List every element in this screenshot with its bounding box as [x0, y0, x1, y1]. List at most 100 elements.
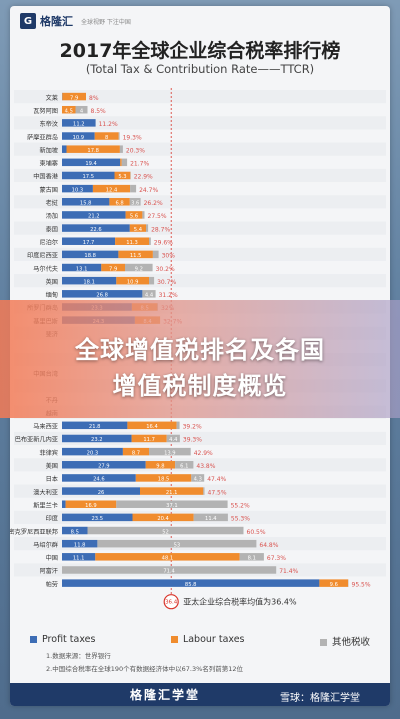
other-bar — [166, 434, 180, 443]
total-label: 29.6% — [154, 239, 173, 246]
labour-bar — [131, 434, 167, 443]
other-bar-value: 6.1 — [180, 464, 188, 470]
profit-bar-value: 21.2 — [88, 214, 100, 220]
category-label: 菲律宾 — [39, 449, 58, 457]
profit-bar-value: 23.2 — [91, 437, 103, 443]
profit-bar — [62, 211, 126, 219]
category-label: 泰国 — [46, 225, 58, 233]
other-bar — [175, 461, 194, 469]
profit-bar-value: 23.5 — [91, 516, 103, 522]
profit-bar-value: 13.1 — [76, 266, 88, 272]
profit-bar-value: 11.1 — [73, 556, 85, 562]
other-bar — [152, 250, 159, 259]
profit-bar — [62, 184, 93, 193]
profit-bar — [62, 421, 128, 430]
other-bar — [176, 421, 180, 430]
other-bar — [149, 447, 191, 456]
other-bar-value: 71.4 — [163, 569, 175, 575]
profit-bar — [62, 447, 123, 456]
average-marker-icon — [163, 594, 179, 610]
total-label: 64.8% — [259, 542, 278, 549]
labour-bar-value: 21.1 — [166, 490, 178, 496]
footer-bar: 格隆汇学堂 雪球：格隆汇学堂 — [10, 683, 390, 706]
profit-bar-value: 20.3 — [87, 450, 99, 456]
category-label: 阿富汗 — [39, 567, 58, 575]
category-label: 蒙古国 — [39, 186, 58, 194]
total-label: 8% — [89, 95, 99, 102]
other-bar-value: 4 — [80, 108, 84, 114]
profit-bar-value: 17.5 — [82, 174, 94, 180]
other-bar — [203, 487, 205, 495]
other-bar-value: 11.4 — [205, 516, 217, 522]
profit-bar-value: 19.4 — [85, 161, 97, 167]
total-label: 20.3% — [126, 147, 145, 154]
other-bar — [121, 158, 128, 167]
profit-bar — [62, 237, 116, 245]
total-label: 71.4% — [279, 568, 298, 575]
profit-bar-value: 11.2 — [73, 122, 85, 128]
labour-bar-value: 48.1 — [162, 556, 174, 562]
labour-bar — [127, 421, 177, 430]
category-label: 马绍尔群 — [33, 541, 58, 549]
brand-header: G 格隆汇 全球视野 下注中国 — [20, 12, 131, 30]
category-label: 柬埔寨 — [39, 160, 58, 168]
overlay-title-line2: 增值税制度概览 — [112, 372, 288, 400]
total-label: 55.2% — [231, 502, 250, 509]
labour-bar-value: 6.8 — [115, 201, 123, 207]
legend-profit: Profit taxes — [30, 634, 95, 648]
labour-bar-value: 5.6 — [130, 214, 138, 220]
labour-bar-value: 16.4 — [146, 424, 158, 430]
chart-notes: 1.数据来源：世界银行 2.中国综合税率在全球190个有数据经济体中以67.3%… — [46, 650, 243, 676]
profit-bar-value: 17.7 — [83, 240, 95, 246]
labour-bar — [62, 105, 76, 114]
category-label: 瓦努阿图 — [33, 107, 58, 115]
profit-bar-value: 24.6 — [93, 477, 105, 483]
profit-bar-value: 21.8 — [89, 424, 101, 430]
total-label: 22.9% — [134, 174, 153, 181]
category-label: 巴布亚新几内亚 — [15, 436, 58, 444]
labour-bar-value: 18.5 — [158, 477, 170, 483]
category-label: 老挝 — [46, 199, 59, 207]
other-bar — [239, 553, 264, 561]
profit-bar-value: 26.8 — [96, 293, 108, 299]
other-bar-value: 4.4 — [169, 437, 178, 443]
labour-bar — [115, 237, 149, 245]
labour-bar-value: 8.7 — [132, 450, 140, 456]
labour-bar-value: 5.4 — [134, 227, 143, 233]
labour-bar — [122, 447, 149, 456]
category-label: 新加坡 — [39, 146, 58, 154]
category-label: 英国 — [46, 278, 58, 286]
labour-bar — [109, 198, 130, 206]
total-label: 60.5% — [247, 529, 266, 536]
total-label: 24.7% — [139, 187, 158, 194]
legend-profit-label: Profit taxes — [42, 634, 96, 645]
total-label: 39.2% — [183, 424, 202, 431]
profit-bar — [62, 539, 98, 548]
labour-bar-value: 4.5 — [65, 108, 73, 114]
legend-other-label: 其他税收 — [331, 637, 370, 648]
profit-bar-value: 18.1 — [83, 279, 95, 285]
profit-bar — [62, 579, 320, 587]
profit-bar — [62, 434, 132, 443]
profit-bar-value: 26 — [98, 490, 105, 496]
labour-bar — [94, 132, 119, 140]
other-bar — [116, 500, 228, 508]
other-bar — [125, 263, 153, 272]
labour-bar-value: 11.3 — [126, 240, 138, 246]
labour-bar — [62, 92, 86, 101]
category-label: 日本 — [46, 475, 58, 483]
profit-bar — [62, 198, 110, 206]
total-label: 31.2% — [159, 292, 178, 299]
other-bar — [97, 539, 257, 548]
category-label: 缅甸 — [46, 291, 58, 299]
labour-bar-value: 11.5 — [130, 253, 142, 259]
category-label: 马来西亚 — [33, 423, 58, 431]
other-bar — [191, 474, 205, 482]
other-bar-value: 9.2 — [135, 266, 143, 272]
profit-bar — [62, 500, 66, 508]
labour-bar-value: 9.6 — [330, 582, 338, 588]
other-bar — [130, 184, 137, 193]
brand-name: 格隆汇 — [40, 15, 73, 28]
labour-bar — [66, 145, 120, 153]
profit-bar-value: 10.9 — [73, 135, 85, 141]
